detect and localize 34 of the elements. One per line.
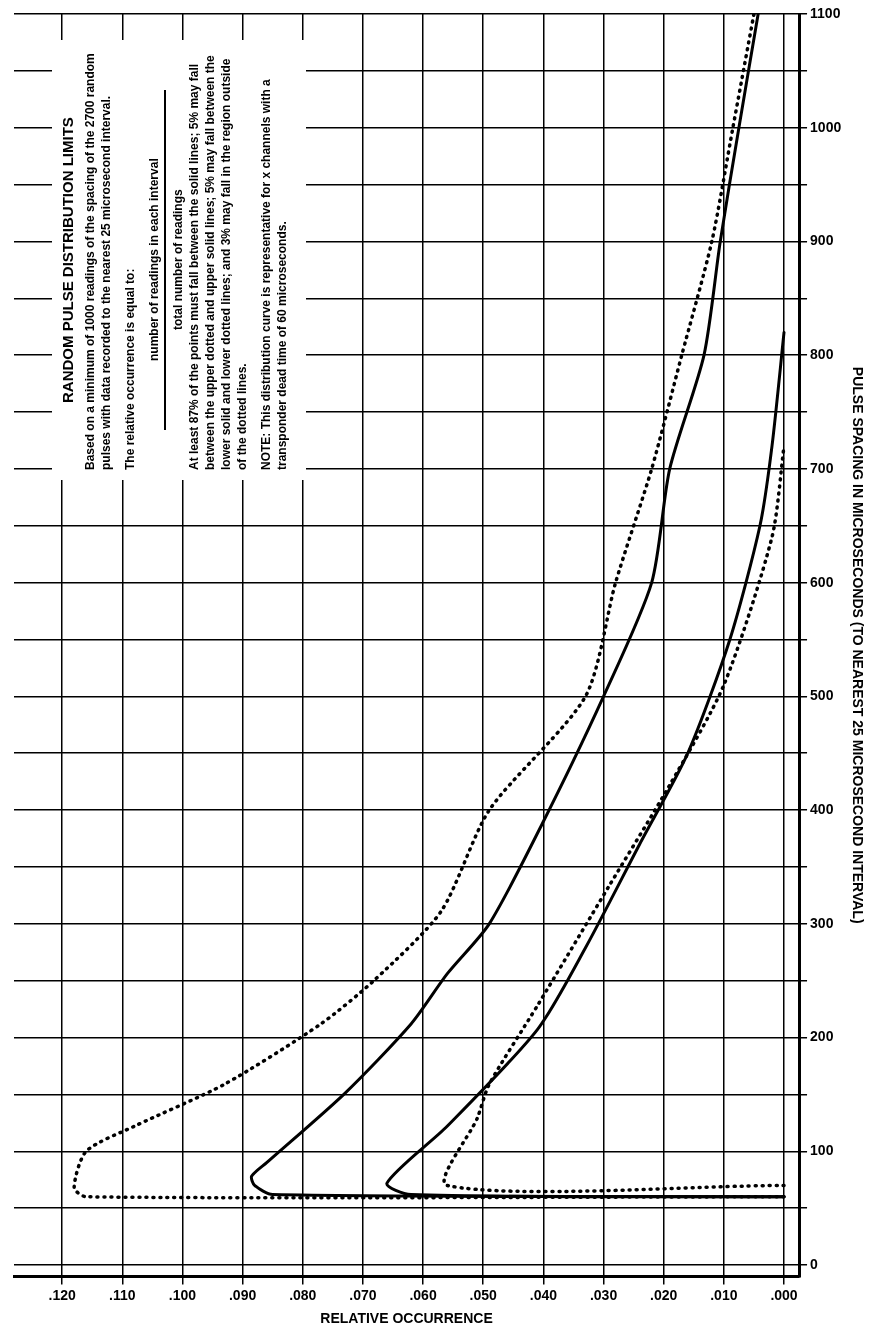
annotation: At least 87% of the points must fall between the solid lines; 5% may fall between the upper dotted and upper solid lines; 5% may fall between the lower solid and lower dotted lines; and 3% may fall in the region outside of the dotted lines. [186, 54, 250, 470]
x-tick-label: .020 [650, 1286, 678, 1303]
x-tick-label: .070 [349, 1286, 377, 1303]
y-tick-label: 1100 [810, 4, 841, 21]
y-tick-label: 400 [810, 800, 834, 817]
y-tick-label: 900 [810, 232, 834, 249]
y-tick-label: 800 [810, 346, 834, 363]
x-tick-label: .050 [469, 1286, 498, 1303]
x-tick-label: .120 [48, 1286, 76, 1303]
annotation: The relative occurrence is equal to: [122, 267, 138, 470]
x-tick-label: .030 [589, 1286, 618, 1303]
y-tick-label: 700 [810, 459, 834, 476]
y-tick-label: 0 [810, 1255, 819, 1272]
annotation: NOTE: This distribution curve is representative for x channels with a transponder dead time of 60 microseconds. [258, 78, 290, 470]
x-tick-label: .010 [710, 1286, 738, 1303]
x-axis-title: RELATIVE OCCURRENCE [320, 1310, 493, 1327]
y-tick-label: 200 [810, 1028, 834, 1045]
y-tick-label: 100 [810, 1142, 834, 1159]
annotation: Based on a minimum of 1000 readings of the spacing of the 2700 random pulses with data recorded to the nearest 25 microsecond interval. [82, 52, 114, 470]
y-tick-label: 1000 [810, 118, 842, 135]
x-tick-label: .060 [409, 1286, 437, 1303]
text: RANDOM PULSE DISTRIBUTION LIMITS [59, 116, 76, 405]
x-tick-label: .080 [289, 1286, 317, 1303]
annotation: total number of readings [170, 188, 186, 333]
y-axis-title: PULSE SPACING IN MICROSECONDS (TO NEAREST 25 MICROSECOND INTERVAL) [849, 366, 866, 924]
x-tick-label: .000 [770, 1286, 798, 1303]
y-tick-label: 500 [810, 687, 834, 704]
y-tick-label: 600 [810, 573, 834, 590]
y-tick-label: 300 [810, 914, 834, 931]
x-tick-label: .100 [168, 1286, 197, 1303]
x-tick-label: .040 [529, 1286, 558, 1303]
x-tick-label: .110 [109, 1286, 136, 1303]
annotation: number of readings in each interval [146, 90, 166, 430]
x-tick-label: .090 [228, 1286, 257, 1303]
